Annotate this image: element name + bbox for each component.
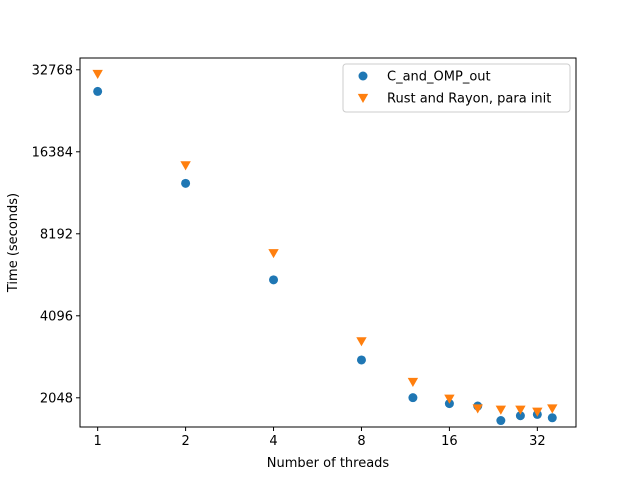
x-tick-label: 1 <box>94 434 102 449</box>
x-tick-label: 16 <box>441 434 458 449</box>
data-point <box>408 393 418 403</box>
data-point <box>181 178 191 188</box>
plot-frame <box>79 57 577 428</box>
data-point <box>532 407 543 417</box>
data-point <box>269 275 279 285</box>
legend-label: C_and_OMP_out <box>387 70 491 85</box>
data-point <box>547 404 558 414</box>
legend-marker <box>358 71 368 81</box>
legend: C_and_OMP_out Rust and Rayon, para init <box>342 63 571 113</box>
y-tick-label: 4096 <box>40 309 73 324</box>
data-point <box>444 394 455 404</box>
data-point <box>356 337 367 347</box>
data-point <box>472 404 483 414</box>
data-point <box>93 86 103 96</box>
y-tick-label: 8192 <box>40 227 73 242</box>
legend-marker <box>357 93 369 103</box>
plot-area <box>92 69 558 426</box>
legend-box <box>342 63 571 113</box>
y-tick-label: 32768 <box>32 63 73 78</box>
data-point <box>547 413 557 423</box>
series-2 <box>92 69 558 417</box>
data-point <box>496 416 506 426</box>
x-tick-label: 8 <box>357 434 365 449</box>
data-point <box>407 377 419 387</box>
y-axis-label: Time (seconds) <box>6 193 21 293</box>
x-tick-label: 32 <box>529 434 546 449</box>
y-axis: 2048 4096 8192 16384 32768 <box>32 63 80 406</box>
data-point <box>268 249 279 259</box>
data-point <box>92 69 103 80</box>
data-point <box>180 161 191 171</box>
x-axis: 1 2 4 8 16 32 <box>94 427 546 449</box>
data-point <box>515 405 526 415</box>
series-1 <box>93 86 557 426</box>
data-point <box>356 355 366 365</box>
y-tick-label: 2048 <box>40 391 73 406</box>
data-point <box>495 405 507 415</box>
data-point <box>515 411 525 421</box>
x-tick-label: 4 <box>269 434 277 449</box>
y-tick-label: 16384 <box>32 145 73 160</box>
legend-label: Rust and Rayon, para init <box>387 92 551 107</box>
x-axis-label: Number of threads <box>267 456 390 471</box>
x-tick-label: 2 <box>181 434 189 449</box>
